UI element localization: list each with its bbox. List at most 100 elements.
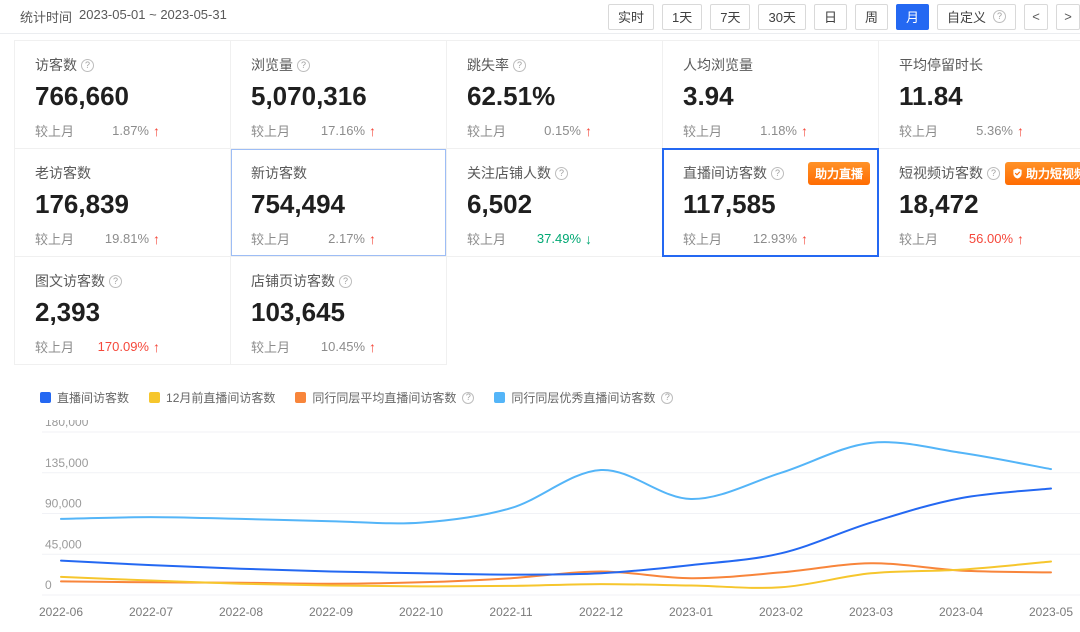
x-axis-tick: 2022-09 [309,605,353,619]
metric-value: 11.84 [899,81,963,111]
help-icon[interactable] [771,166,784,180]
range-button-label: 周 [864,10,878,25]
metric-card[interactable]: 老访客数 176,839 较上月 19.81% ↑ [15,149,231,257]
chevron-right-icon: > [1064,9,1072,24]
compare-value: 19.81% ↑ [105,231,160,247]
range-button[interactable]: 30天 [758,3,806,30]
compare-label: 较上月 [899,232,939,247]
metric-card[interactable]: 新访客数 754,494 较上月 2.17% ↑ [231,149,447,257]
x-axis-tick: 2022-06 [39,605,83,619]
compare-label: 较上月 [251,232,291,247]
range-button[interactable]: 1天 [662,3,703,30]
boost-badge-label: 助力直播 [814,166,863,181]
compare-label: 较上月 [35,124,75,139]
compare-value: 17.16% ↑ [321,123,376,139]
metric-card[interactable]: 关注店铺人数 6,502 较上月 37.49% ↓ [447,149,663,257]
stat-time-label: 统计时间 [20,10,73,25]
help-icon[interactable] [109,274,122,288]
nav-button[interactable]: > [1056,3,1080,30]
compare-label: 较上月 [467,232,507,247]
help-icon[interactable] [462,391,475,404]
compare-value: 5.36% ↑ [976,123,1024,139]
help-icon[interactable] [339,274,352,288]
range-button[interactable]: 周 [854,3,888,30]
metric-card[interactable]: 平均停留时长 11.84 较上月 5.36% ↑ [879,41,1080,149]
x-axis-tick: 2023-02 [759,605,803,619]
arrow-up-icon: ↑ [801,122,808,139]
compare-percent: 170.09% [97,339,149,354]
help-icon[interactable] [993,10,1006,23]
y-axis-tick: 90,000 [45,497,82,511]
metric-card[interactable]: 浏览量 5,070,316 较上月 17.16% ↑ [231,41,447,149]
metric-card[interactable]: 店铺页访客数 103,645 较上月 10.45% ↑ [231,257,447,365]
compare-percent: 0.15% [544,123,581,138]
range-button-label: 7天 [720,10,741,25]
metric-card[interactable]: 直播间访客数 助力直播 117,585 较上月 12.93% ↑ [662,148,879,257]
compare-label: 较上月 [467,124,507,139]
legend-swatch [40,392,51,403]
compare-label: 较上月 [251,124,291,139]
metric-card[interactable]: 访客数 766,660 较上月 1.87% ↑ [15,41,231,149]
compare-label: 较上月 [899,124,939,139]
metric-label: 图文访客数 [35,273,105,289]
chevron-left-icon: < [1032,9,1040,24]
visitor-trend-chart[interactable]: 0 45,000 90,000 135,000 180,000 2022-06 2022-0… [0,420,1080,632]
legend-item[interactable]: 12月前直播间访客数 [149,389,275,406]
metric-card[interactable]: 跳失率 62.51% 较上月 0.15% ↑ [447,41,663,149]
range-button[interactable]: 月 [895,3,929,30]
metric-value: 2,393 [35,297,101,327]
legend-item[interactable]: 同行同层平均直播间访客数 [295,389,475,406]
y-axis-tick: 135,000 [45,456,89,470]
metric-card[interactable]: 图文访客数 2,393 较上月 170.09% ↑ [15,257,231,365]
y-axis-tick: 180,000 [45,420,89,429]
compare-value: 37.49% ↓ [537,231,592,247]
help-icon[interactable] [513,58,526,72]
range-button-label: 1天 [672,10,693,25]
range-button-label: 自定义 [946,10,986,25]
range-button[interactable]: 实时 [607,3,654,30]
compare-value: 0.15% ↑ [544,123,592,139]
boost-badge[interactable]: 助力直播 [807,161,870,185]
arrow-down-icon: ↓ [585,230,592,247]
legend-item[interactable]: 同行同层优秀直播间访客数 [494,389,674,406]
x-axis-tick: 2022-08 [219,605,263,619]
metric-value: 103,645 [251,297,345,327]
metric-label: 平均停留时长 [899,57,983,73]
boost-badge[interactable]: 助力短视频 [1004,161,1080,185]
x-axis-tick: 2023-03 [849,605,893,619]
help-icon[interactable] [81,58,94,72]
legend-swatch [494,392,506,403]
range-button[interactable]: 7天 [710,3,751,30]
x-axis-tick: 2022-10 [399,605,443,619]
x-axis-tick: 2022-07 [129,605,173,619]
metric-label: 短视频访客数 [899,165,983,181]
nav-button[interactable]: < [1024,3,1048,30]
help-icon[interactable] [297,58,310,72]
compare-label: 较上月 [35,340,75,355]
metric-value: 754,494 [251,189,345,219]
metric-label: 新访客数 [251,165,307,181]
help-icon[interactable] [987,166,1000,180]
y-axis-tick: 45,000 [45,537,82,551]
metric-value: 62.51% [467,81,556,111]
compare-percent: 56.00% [968,231,1013,246]
legend-item[interactable]: 直播间访客数 [40,389,129,406]
range-button[interactable]: 自定义 [936,3,1016,30]
legend-label: 同行同层平均直播间访客数 [312,391,457,405]
arrow-up-icon: ↑ [1017,230,1024,247]
compare-percent: 12.93% [752,231,797,246]
range-button[interactable]: 日 [813,3,847,30]
help-icon[interactable] [555,166,568,180]
metric-label: 人均浏览量 [683,57,753,73]
metric-label: 店铺页访客数 [251,273,335,289]
x-axis-tick: 2023-04 [939,605,983,619]
compare-value: 170.09% ↑ [98,339,160,355]
series-line [60,560,1052,589]
metric-label: 老访客数 [35,165,91,181]
compare-percent: 17.16% [320,123,365,138]
metric-card[interactable]: 人均浏览量 3.94 较上月 1.18% ↑ [663,41,879,149]
help-icon[interactable] [661,391,674,404]
legend-label: 直播间访客数 [57,391,130,405]
range-button-label: 月 [905,10,919,25]
